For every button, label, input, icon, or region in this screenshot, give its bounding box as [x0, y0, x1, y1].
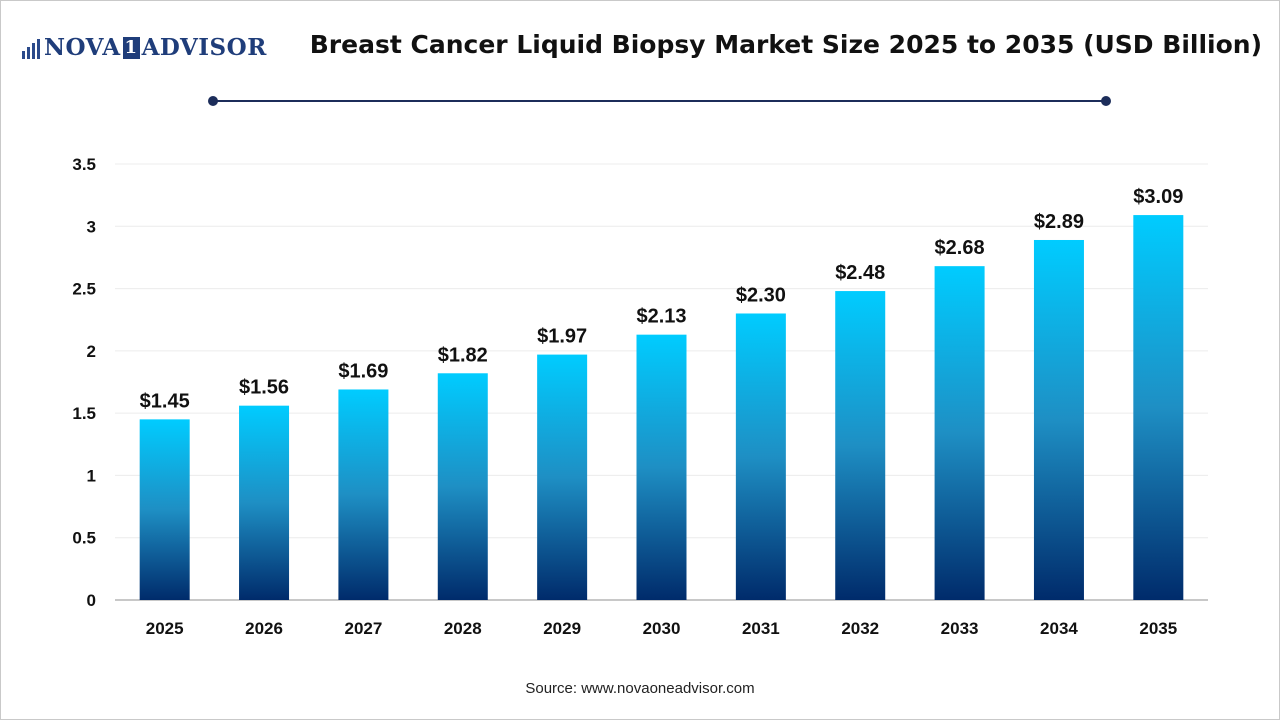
x-tick-label-2034: 2034: [1040, 619, 1078, 638]
y-axis-tick-labels: 0 0.5 1 1.5 2 2.5 3 3.5: [72, 155, 96, 610]
bar-2030: [636, 334, 687, 600]
bar-2034: [1033, 239, 1084, 600]
bar-2032: [835, 291, 886, 600]
chart-title: Breast Cancer Liquid Biopsy Market Size …: [309, 30, 1262, 59]
nova-one-advisor-logo: NOVA 1 ADVISOR: [22, 34, 267, 61]
value-label-2033: $2.68: [935, 237, 985, 259]
logo-text: NOVA 1 ADVISOR: [44, 34, 267, 61]
bar-2029: [537, 354, 588, 600]
x-tick-label-2032: 2032: [841, 619, 879, 638]
value-label-2026: $1.56: [239, 377, 289, 399]
value-label-2025: $1.45: [140, 390, 190, 412]
x-tick-label-2027: 2027: [344, 619, 382, 638]
x-tick-label-2030: 2030: [643, 619, 681, 638]
title-underline-left-dot: [208, 96, 218, 106]
bar-2035: [1133, 215, 1184, 600]
bars: [139, 215, 1184, 600]
y-tick-label: 2: [87, 342, 96, 361]
logo-word-nova: NOVA: [44, 34, 121, 61]
bar-2027: [338, 389, 389, 600]
bar-value-labels: $1.45 $1.56 $1.69 $1.82 $1.97 $2.13 $2.30 $2.48…: [140, 186, 1184, 412]
x-tick-label-2025: 2025: [146, 619, 184, 638]
source-note: Source: www.novaoneadvisor.com: [525, 680, 755, 697]
x-tick-label-2028: 2028: [444, 619, 482, 638]
x-tick-label-2035: 2035: [1139, 619, 1177, 638]
bar-2031: [735, 313, 786, 600]
bar-2025: [139, 419, 190, 600]
logo-one-box: 1: [122, 36, 140, 59]
x-tick-label-2026: 2026: [245, 619, 283, 638]
y-tick-label: 2.5: [72, 280, 96, 299]
y-tick-label: 1: [87, 466, 96, 485]
value-label-2027: $1.69: [338, 360, 388, 382]
y-tick-label: 0.5: [72, 529, 96, 548]
y-tick-label: 0: [87, 591, 96, 610]
title-underline-right-dot: [1101, 96, 1111, 106]
y-tick-label: 3: [87, 217, 96, 236]
value-label-2030: $2.13: [636, 306, 686, 328]
x-axis-tick-labels: 2025 2026 2027 2028 2029 2030 2031 2032 2033 2034…: [146, 619, 1177, 638]
value-label-2034: $2.89: [1034, 211, 1084, 233]
y-tick-label: 1.5: [72, 404, 96, 423]
logo-word-advisor: ADVISOR: [141, 34, 267, 61]
x-tick-label-2033: 2033: [941, 619, 979, 638]
value-label-2032: $2.48: [835, 262, 885, 284]
x-tick-label-2029: 2029: [543, 619, 581, 638]
logo-bars-icon: [22, 37, 40, 59]
value-label-2031: $2.30: [736, 284, 786, 306]
value-label-2035: $3.09: [1133, 186, 1183, 208]
value-label-2028: $1.82: [438, 344, 488, 366]
bar-2033: [934, 266, 985, 600]
bar-2026: [239, 405, 290, 600]
bar-2028: [437, 373, 488, 600]
value-label-2029: $1.97: [537, 326, 587, 348]
y-tick-label: 3.5: [72, 155, 96, 174]
x-tick-label-2031: 2031: [742, 619, 780, 638]
title-underline: [212, 100, 1106, 102]
